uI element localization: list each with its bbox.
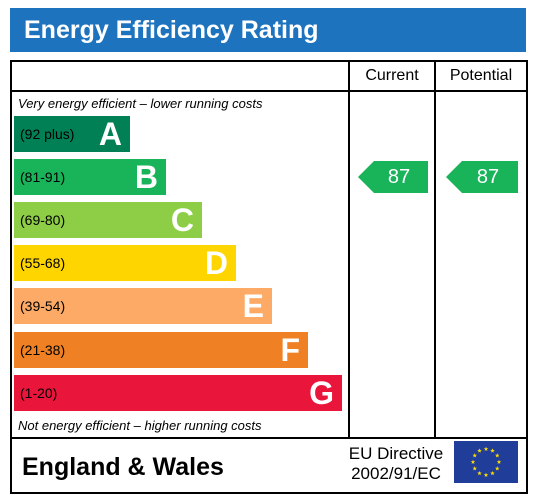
band-range-label: (39-54)	[20, 298, 66, 314]
footer-rule	[12, 437, 526, 439]
column-divider-potential	[434, 62, 436, 439]
band-g: (1-20) G	[14, 375, 342, 411]
band-letter: A	[98, 116, 122, 152]
page-title: Energy Efficiency Rating	[10, 8, 526, 52]
eu-flag-icon	[454, 441, 518, 483]
eu-star-icon	[490, 470, 495, 476]
eu-star-icon	[470, 459, 476, 464]
eu-star-icon	[494, 466, 500, 471]
band-range-label: (92 plus)	[20, 126, 75, 142]
eu-star-icon	[494, 453, 500, 458]
header-rule	[12, 90, 526, 92]
band-a: (92 plus) A	[14, 116, 130, 152]
eu-star-icon	[477, 470, 482, 476]
band-e: (39-54) E	[14, 288, 272, 324]
eu-star-icon	[490, 448, 495, 453]
band-letter: B	[134, 159, 158, 195]
band-letter: G	[309, 375, 334, 411]
band-range-label: (69-80)	[20, 212, 66, 228]
eu-star-icon	[477, 448, 482, 453]
directive-line-1: EU Directive	[348, 444, 444, 463]
band-letter: E	[242, 288, 264, 324]
column-header-current: Current	[365, 67, 419, 84]
band-range-label: (81-91)	[20, 169, 66, 185]
potential-rating-arrow: 87	[446, 161, 518, 193]
eu-star-icon	[472, 453, 478, 458]
rating-table: Current Potential Very energy efficient …	[10, 60, 528, 494]
band-range-label: (1-20)	[20, 385, 58, 401]
eu-star-icon	[483, 472, 489, 477]
current-rating-arrow: 87	[358, 161, 428, 193]
band-letter: C	[170, 202, 194, 238]
directive-line-2: 2002/91/EC	[351, 464, 441, 483]
column-divider-current	[348, 62, 350, 439]
band-range-label: (55-68)	[20, 255, 66, 271]
band-c: (69-80) C	[14, 202, 202, 238]
eu-star-icon	[472, 466, 478, 471]
band-range-label: (21-38)	[20, 342, 66, 358]
eu-directive-label: EU Directive 2002/91/EC	[342, 444, 450, 484]
column-header-potential: Potential	[449, 67, 513, 84]
band-letter: D	[204, 245, 228, 281]
bottom-note: Not energy efficient – higher running co…	[18, 418, 262, 433]
band-f: (21-38) F	[14, 332, 308, 368]
band-d: (55-68) D	[14, 245, 236, 281]
eu-star-icon	[496, 459, 502, 464]
band-letter: F	[280, 332, 300, 368]
top-note: Very energy efficient – lower running co…	[18, 96, 263, 111]
region-label: England & Wales	[22, 453, 224, 481]
eu-star-icon	[483, 446, 489, 451]
band-b: (81-91) B	[14, 159, 166, 195]
